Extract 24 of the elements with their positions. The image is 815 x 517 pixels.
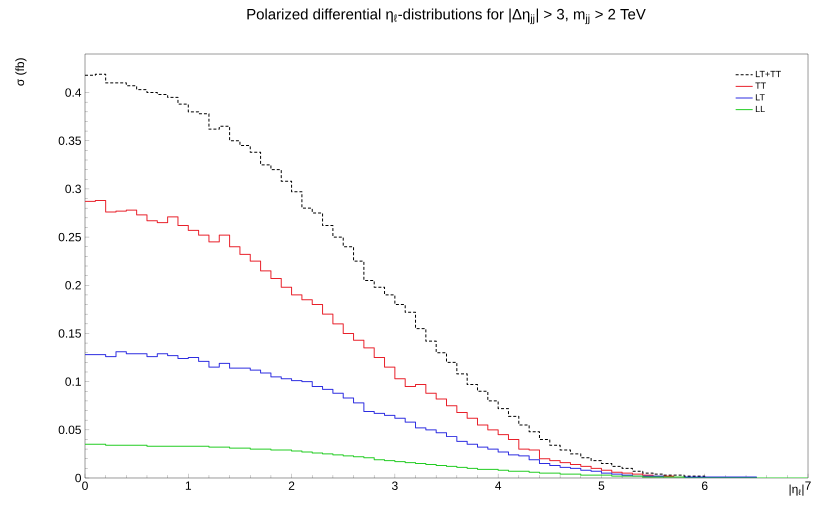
y-tick-label: 0.35: [58, 136, 81, 145]
y-tick-label: 0.4: [65, 88, 82, 97]
legend-label: TT: [755, 82, 766, 89]
legend-label: LL: [756, 106, 765, 112]
x-tick-label: 3: [392, 482, 398, 490]
chart-title: Polarized differential η$_{ℓ}$-distributions for |Δη$_{jj}$| > 3, m$_{jj}$ > 2 TeV: [247, 8, 646, 24]
x-tick-label: 5: [598, 482, 604, 490]
x-tick-label: 6: [702, 482, 708, 490]
x-tick-label: 7: [805, 482, 811, 490]
y-tick-label: 0.25: [58, 232, 81, 242]
x-tick-label: 1: [186, 482, 192, 490]
x-tick-label: 4: [495, 482, 502, 490]
x-tick-label: 2: [288, 482, 294, 490]
y-tick-label: 0.3: [65, 184, 81, 194]
legend-label: LT+TT: [756, 70, 781, 78]
y-tick-label: 0.05: [58, 426, 81, 434]
x-tick-label: 0: [82, 482, 88, 490]
y-tick-label: 0.2: [65, 281, 81, 290]
y-tick-label: 0.1: [65, 377, 81, 386]
y-tick-label: 0.15: [58, 329, 81, 338]
y-tick-label: 0: [75, 474, 82, 482]
y-axis-title: σ (fb): [15, 58, 26, 86]
x-axis-title: |η$_{ℓ}$|: [790, 484, 804, 496]
legend-label: LT: [756, 94, 765, 100]
